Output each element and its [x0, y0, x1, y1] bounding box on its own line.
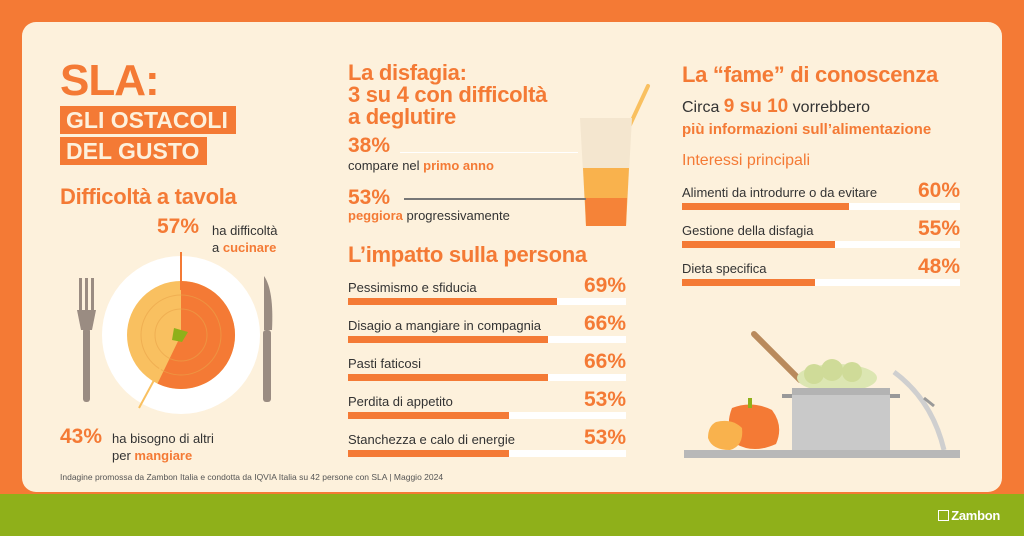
impact-row-bar-fill [348, 336, 548, 343]
impact-row-bar-track [348, 374, 626, 381]
interest-row-label: Alimenti da introdurre o da evitare [682, 185, 878, 200]
stat-mangiare-prefix: per [112, 448, 135, 463]
stat-cucinare-line2: a cucinare [212, 239, 278, 256]
footnote: Indagine promossa da Zambon Italia e con… [60, 472, 444, 482]
disfagia-stat1-text: compare nel primo anno [348, 158, 494, 173]
plate-illustration [77, 252, 273, 414]
conoscenza-title: La “fame” di conoscenza [682, 62, 938, 87]
impact-row-bar-fill [348, 374, 548, 381]
disfagia-title: La disfagia: 3 su 4 con difficoltà a deg… [348, 62, 547, 128]
title-tag-line1: GLI OSTACOLI [60, 106, 236, 134]
countertop [684, 450, 960, 458]
conoscenza-line1-post: vorrebbero [788, 99, 871, 116]
footer-band [0, 494, 1024, 536]
impact-row-label: Stanchezza e calo di energie [348, 432, 515, 447]
fork-icon [77, 278, 96, 402]
stat-cucinare-line1: ha difficoltà [212, 223, 278, 238]
main-title: SLA: [60, 56, 160, 105]
knife-icon [263, 276, 273, 402]
conoscenza-line1: Circa 9 su 10 vorrebbero [682, 96, 870, 118]
cooking-pot-icon [751, 331, 947, 452]
impact-row-bar-fill [348, 298, 558, 305]
impact-row-pct: 66% [583, 350, 626, 373]
disfagia-title-line1: La disfagia: [348, 60, 467, 85]
stat-mangiare-text: ha bisogno di altri per mangiare [112, 430, 214, 464]
title-tag-line2: DEL GUSTO [60, 137, 208, 165]
disfagia-stat2-bold: peggiora [348, 208, 403, 223]
disfagia-stat1-bold: primo anno [423, 158, 494, 173]
interest-row-label: Gestione della disfagia [682, 223, 814, 238]
impact-row-bar-track [348, 412, 626, 419]
interest-row-pct: 48% [917, 255, 960, 278]
impact-row-pct: 53% [583, 426, 626, 449]
disfagia-stat1-prefix: compare nel [348, 158, 424, 173]
stat-cucinare-bold: cucinare [222, 240, 277, 255]
zambon-logo: Zambon [938, 508, 1000, 523]
impact-row-bar-track [348, 298, 626, 305]
logo-text: Zambon [951, 508, 1000, 523]
interest-row-pct: 55% [917, 217, 960, 240]
impact-row-label: Pasti faticosi [348, 356, 421, 371]
disfagia-stat2-pct: 53% [348, 186, 391, 209]
logo-mark-icon [938, 510, 950, 521]
interest-row-label: Dieta specifica [682, 261, 767, 276]
stat-cucinare-text: ha difficoltà a cucinare [212, 222, 278, 256]
disfagia-stat2-suffix: progressivamente [402, 208, 510, 223]
impact-row-label: Pessimismo e sfiducia [348, 280, 477, 295]
interest-row-pct: 60% [917, 179, 960, 202]
disfagia-stat2-text: peggiora progressivamente [348, 208, 510, 223]
conoscenza-line1-bold: 9 su 10 [723, 96, 789, 117]
interest-row-bar-fill [682, 279, 816, 286]
impact-row-bar-track [348, 336, 626, 343]
disfagia-title-line3: a deglutire [348, 104, 456, 129]
plate-icon [102, 252, 260, 414]
interest-row-bar-track [682, 203, 960, 210]
disfagia-stat1-line [400, 152, 578, 153]
impact-row-bar-fill [348, 412, 509, 419]
conoscenza-line2: più informazioni sull’alimentazione [682, 121, 932, 138]
stat-mangiare-line2: per mangiare [112, 447, 214, 464]
impact-row-label: Perdita di appetito [348, 394, 453, 409]
impact-row-bar-fill [348, 450, 509, 457]
interest-row-bar-track [682, 279, 960, 286]
impact-row-pct: 66% [583, 312, 626, 335]
impact-row-pct: 53% [583, 388, 626, 411]
interest-row-bar-fill [682, 203, 849, 210]
disfagia-stat1-pct: 38% [348, 134, 391, 157]
stat-cucinare-prefix: a [212, 240, 223, 255]
juice-glass-icon [580, 84, 650, 226]
interest-row-bar-fill [682, 241, 835, 248]
section-title-difficolta: Difficoltà a tavola [60, 184, 237, 209]
disfagia-title-line2: 3 su 4 con difficoltà [348, 82, 548, 107]
peppers-icon [708, 398, 780, 450]
impatto-title: L’impatto sulla persona [348, 242, 587, 267]
disfagia-stat2-line [404, 198, 586, 200]
impact-row-bar-track [348, 450, 626, 457]
stat-mangiare-bold: mangiare [134, 448, 193, 463]
interessi-title: Interessi principali [682, 152, 811, 169]
cooking-illustration [684, 331, 960, 458]
pie-slice-cucinare [157, 281, 236, 389]
stat-mangiare-line1: ha bisogno di altri [112, 431, 214, 446]
conoscenza-line1-pre: Circa [682, 99, 724, 116]
impact-row-label: Disagio a mangiare in compagnia [348, 318, 541, 333]
stat-cucinare-pct: 57% [157, 215, 200, 238]
impact-row-pct: 69% [583, 274, 626, 297]
stat-mangiare-pct: 43% [60, 425, 103, 448]
interest-row-bar-track [682, 241, 960, 248]
